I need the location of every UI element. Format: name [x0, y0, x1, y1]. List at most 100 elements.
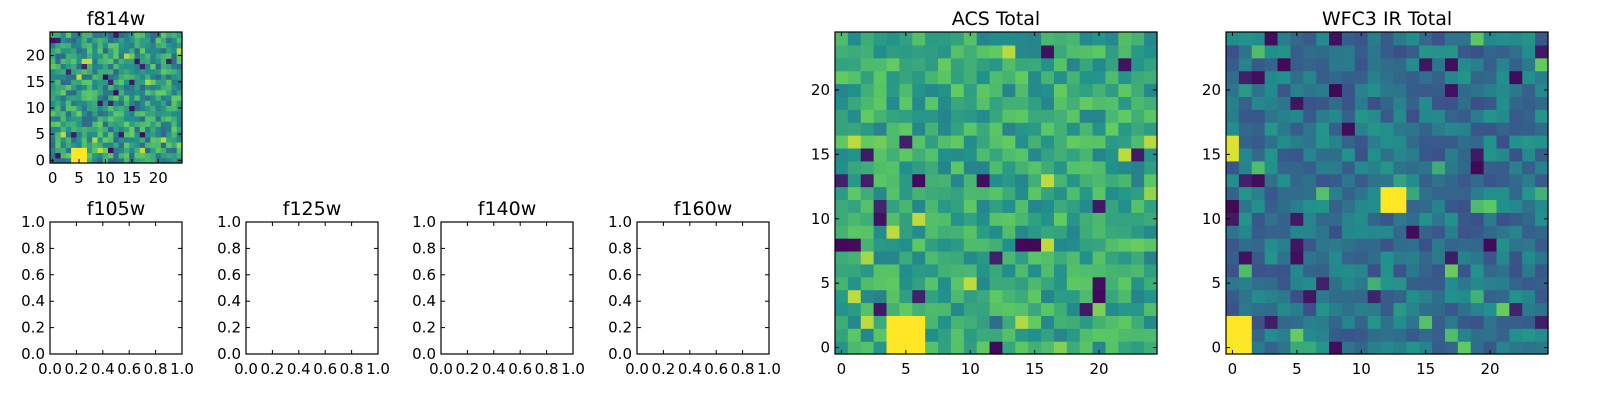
heatmap-cell: [108, 42, 114, 49]
heatmap-cell: [1264, 289, 1279, 304]
heatmap-cell: [86, 147, 93, 154]
heatmap-cell: [1432, 57, 1446, 72]
heatmap-cell: [123, 131, 130, 138]
heatmap-cell: [1238, 44, 1253, 59]
heatmap-cell: [1367, 250, 1382, 265]
heatmap-cell: [1380, 109, 1395, 123]
heatmap-cell: [1522, 263, 1536, 278]
heatmap-cell: [60, 84, 67, 91]
heatmap-cell: [81, 42, 88, 49]
heatmap-cell: [835, 173, 849, 188]
heatmap-cell: [150, 94, 157, 101]
heatmap-cell: [1053, 135, 1068, 149]
heatmap-cell: [113, 52, 120, 59]
heatmap-cell: [1238, 186, 1253, 201]
heatmap-cell: [55, 68, 62, 75]
heatmap-cell: [1131, 276, 1145, 291]
heatmap-cell: [912, 212, 926, 226]
heatmap-cell: [171, 157, 178, 164]
heatmap-cell: [71, 147, 77, 154]
heatmap-cell: [1290, 57, 1304, 72]
heatmap-cell: [1092, 186, 1107, 201]
heatmap-cell: [1457, 70, 1472, 85]
heatmap-cell: [912, 135, 926, 149]
heatmap-cell: [873, 96, 888, 110]
heatmap-cell: [123, 63, 130, 70]
heatmap-cell: [1432, 276, 1446, 291]
heatmap-cell: [81, 79, 88, 85]
heatmap-cell: [1509, 341, 1523, 355]
heatmap-cell: [1105, 70, 1119, 85]
heatmap-cell: [71, 136, 77, 143]
heatmap-cell: [899, 238, 913, 252]
heatmap-cell: [55, 52, 62, 59]
heatmap-cell: [166, 63, 173, 70]
heatmap-cell: [1053, 96, 1068, 110]
heatmap-cell: [76, 68, 83, 75]
heatmap-cell: [1079, 341, 1094, 355]
heatmap-cell: [1092, 212, 1107, 226]
heatmap-cell: [1406, 83, 1420, 97]
heatmap-cell: [950, 225, 965, 239]
heatmap-cell: [176, 42, 183, 49]
heatmap-cell: [1470, 186, 1485, 201]
heatmap-cell: [1092, 276, 1107, 291]
heatmap-cell: [1432, 289, 1446, 304]
heatmap-cell: [1509, 315, 1523, 329]
heatmap-cell: [1066, 302, 1081, 316]
heatmap-cell: [989, 57, 1004, 72]
heatmap-cell: [912, 44, 926, 59]
heatmap-cell: [1290, 135, 1304, 149]
heatmap-cell: [113, 115, 120, 122]
heatmap-cell: [145, 136, 151, 143]
axes-frame: [834, 31, 1158, 355]
heatmap-cell: [963, 32, 978, 46]
heatmap-cell: [1053, 225, 1068, 239]
heatmap-cell: [86, 131, 93, 138]
heatmap-cell: [55, 84, 62, 91]
heatmap-cell: [1522, 225, 1536, 239]
heatmap-cell: [113, 94, 120, 101]
heatmap-cell: [860, 263, 875, 278]
heatmap-cell: [1105, 238, 1119, 252]
heatmap-cell: [71, 100, 77, 106]
heatmap-cell: [912, 315, 926, 329]
heatmap-cell: [60, 147, 67, 154]
heatmap-cell: [1131, 263, 1145, 278]
heatmap-cell: [92, 136, 99, 143]
heatmap-cell: [102, 68, 109, 75]
heatmap-cell: [1367, 109, 1382, 123]
heatmap-cell: [925, 32, 939, 46]
heatmap-cell: [123, 152, 130, 159]
heatmap-cell: [1015, 212, 1029, 226]
heatmap-cell: [1226, 109, 1240, 123]
heatmap-cell: [1354, 173, 1369, 188]
heatmap-cell: [950, 341, 965, 355]
heatmap-cell: [1002, 70, 1016, 85]
heatmap-cell: [1432, 32, 1446, 46]
heatmap-cell: [1131, 135, 1145, 149]
heatmap-cell: [1535, 135, 1549, 149]
heatmap-cell: [1238, 225, 1253, 239]
heatmap-cell: [1028, 276, 1042, 291]
heatmap-cell: [1041, 32, 1055, 46]
heatmap-cell: [1457, 44, 1472, 59]
heatmap-cell: [166, 73, 173, 80]
heatmap-cell: [1277, 109, 1291, 123]
heatmap-cell: [139, 37, 146, 44]
heatmap-cell: [1393, 57, 1407, 72]
heatmap-cell: [1238, 135, 1253, 149]
heatmap-cell: [976, 70, 991, 85]
heatmap-cell: [1341, 328, 1356, 342]
heatmap-cell: [166, 37, 173, 44]
heatmap-cell: [963, 238, 978, 252]
heatmap-cell: [160, 152, 167, 159]
heatmap-cell: [1131, 57, 1145, 72]
heatmap-cell: [1041, 44, 1055, 59]
heatmap-cell: [873, 289, 888, 304]
heatmap-cell: [938, 225, 952, 239]
heatmap-cell: [886, 109, 900, 123]
heatmap-cell: [873, 199, 888, 213]
heatmap-cell: [1535, 225, 1549, 239]
